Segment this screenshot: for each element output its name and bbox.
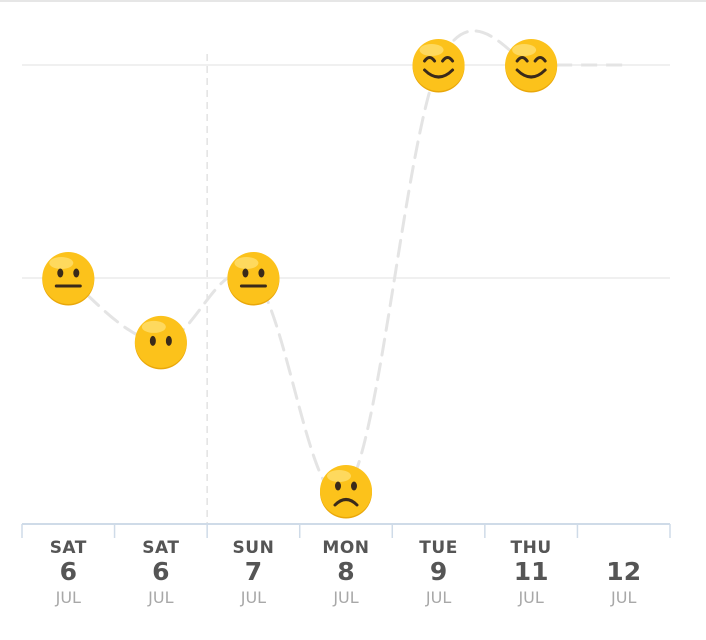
- x-axis-day-label: THU 11 JUL: [485, 526, 578, 616]
- day-of-week-label: MON: [322, 538, 370, 558]
- grid-layer: [22, 54, 670, 524]
- mood-line: [66, 29, 533, 497]
- top-border: [0, 0, 706, 2]
- day-number-label: 6: [59, 557, 77, 586]
- month-label: JUL: [611, 588, 637, 607]
- x-axis-day-label: MON 8 JUL: [300, 526, 393, 616]
- mood-point-smile-icon[interactable]: [505, 39, 558, 93]
- x-axis-day-label: SAT 6 JUL: [22, 526, 115, 616]
- month-label: JUL: [333, 588, 359, 607]
- mood-point-smile-icon[interactable]: [412, 39, 465, 93]
- mood-point-neutral-icon[interactable]: [42, 252, 95, 306]
- day-number-label: 9: [429, 557, 448, 586]
- line-layer: [66, 29, 624, 497]
- day-number-label: 8: [337, 557, 355, 586]
- day-of-week-label: THU: [510, 538, 552, 558]
- month-label: JUL: [240, 588, 267, 607]
- day-of-week-label: SUN: [232, 538, 275, 558]
- mood-point-neutral-icon[interactable]: [227, 252, 280, 306]
- day-number-label: 6: [152, 557, 170, 586]
- month-label: JUL: [148, 588, 174, 607]
- x-axis-day-label: TUE 9 JUL: [392, 526, 485, 616]
- day-of-week-label: SAT: [142, 538, 180, 558]
- month-label: JUL: [518, 588, 544, 607]
- point-layer: [42, 39, 558, 519]
- mood-point-frown-icon[interactable]: [320, 465, 372, 519]
- month-label: JUL: [425, 588, 452, 607]
- month-label: JUL: [55, 588, 81, 607]
- x-axis-day-label: SUN 7 JUL: [207, 526, 300, 616]
- day-number-label: 11: [513, 557, 549, 586]
- day-number-label: 12: [606, 557, 642, 586]
- mood-point-neutral-blank-icon[interactable]: [134, 315, 187, 370]
- x-axis-day-label: SAT 6 JUL: [115, 526, 208, 616]
- day-of-week-label: SAT: [49, 538, 87, 558]
- x-axis-day-label: 12 JUL: [577, 526, 670, 616]
- axis-layer: [21, 523, 671, 538]
- day-of-week-label: TUE: [419, 538, 458, 558]
- day-number-label: 7: [244, 557, 263, 586]
